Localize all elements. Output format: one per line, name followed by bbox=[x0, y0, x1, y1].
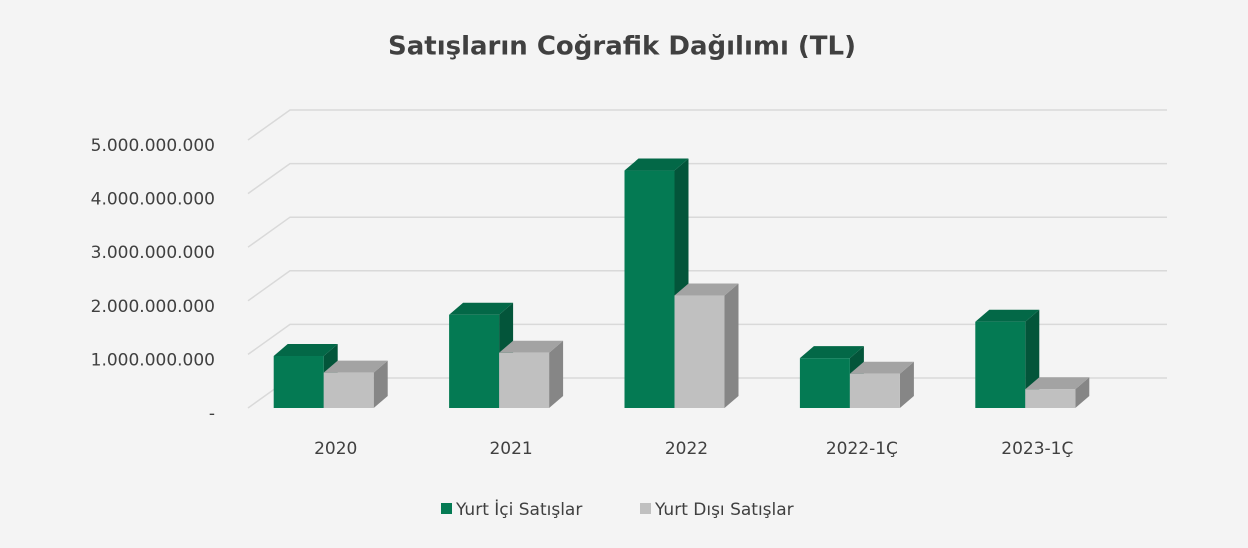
bar-top bbox=[499, 340, 564, 353]
grid-line bbox=[247, 109, 1167, 141]
bar-side bbox=[724, 283, 739, 408]
y-tick-label: 1.000.000.000 bbox=[91, 350, 215, 370]
grid-line bbox=[247, 270, 1167, 302]
legend-swatch bbox=[640, 503, 651, 514]
bar-top bbox=[624, 158, 689, 171]
bar-top bbox=[449, 302, 514, 315]
x-tick-label: 2021 bbox=[489, 439, 532, 459]
grid-line bbox=[247, 216, 1167, 248]
x-tick-label: 2022-1Ç bbox=[826, 439, 898, 459]
bar-side bbox=[1075, 377, 1090, 408]
bar-top bbox=[323, 360, 388, 373]
bar-side bbox=[373, 360, 388, 408]
bar-top bbox=[849, 361, 914, 374]
bar bbox=[849, 373, 900, 408]
legend-label: Yurt İçi Satışlar bbox=[455, 499, 582, 520]
bar bbox=[674, 295, 725, 408]
bar-side bbox=[899, 361, 914, 408]
x-tick-label: 2022 bbox=[665, 439, 708, 459]
bar-top bbox=[1025, 377, 1090, 390]
bar bbox=[799, 358, 850, 408]
bar bbox=[323, 372, 374, 408]
y-tick-label: 4.000.000.000 bbox=[91, 190, 215, 210]
bar-top bbox=[273, 344, 338, 357]
legend-swatch bbox=[441, 503, 452, 514]
legend-label: Yurt Dışı Satışlar bbox=[654, 500, 794, 520]
bar bbox=[975, 321, 1026, 408]
grid-line bbox=[247, 162, 1167, 195]
bar-side bbox=[549, 340, 564, 408]
y-tick-label: - bbox=[209, 404, 215, 424]
x-tick-label: 2023-1Ç bbox=[1001, 439, 1073, 459]
bar bbox=[499, 352, 550, 408]
y-tick-label: 3.000.000.000 bbox=[91, 243, 215, 263]
grid-line bbox=[247, 323, 1167, 356]
bar-top bbox=[975, 309, 1040, 322]
bar bbox=[1025, 389, 1076, 408]
bar bbox=[273, 356, 324, 408]
bar-top bbox=[799, 346, 864, 359]
bar-top bbox=[674, 283, 739, 296]
bar bbox=[449, 314, 500, 408]
bar bbox=[624, 170, 675, 408]
y-tick-label: 2.000.000.000 bbox=[91, 297, 215, 317]
chart-title: Satışların Coğrafik Dağılımı (TL) bbox=[388, 32, 856, 62]
y-tick-label: 5.000.000.000 bbox=[91, 136, 215, 156]
x-tick-label: 2020 bbox=[314, 439, 357, 459]
